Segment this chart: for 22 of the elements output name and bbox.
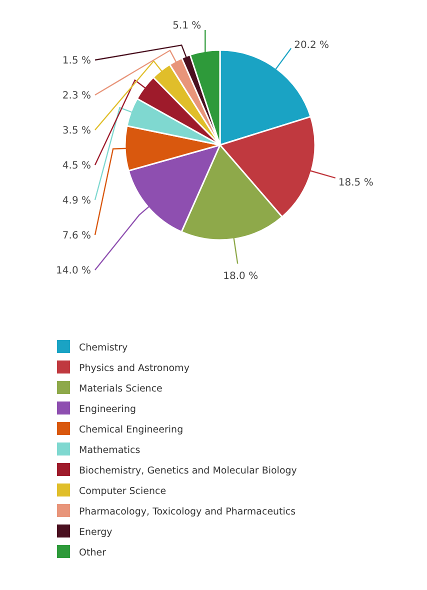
legend-label: Materials Science <box>79 383 163 394</box>
data-label: 2.3 % <box>62 90 91 102</box>
legend-label: Physics and Astronomy <box>79 362 190 374</box>
legend-label: Computer Science <box>79 486 166 497</box>
data-label: 4.9 % <box>62 196 91 206</box>
legend-label: Chemistry <box>79 342 128 354</box>
data-label: 18.0 % <box>223 271 258 282</box>
data-label: 1.5 % <box>62 56 91 66</box>
data-label: 14.0 % <box>56 266 91 276</box>
data-label: 20.2 % <box>294 40 330 51</box>
data-label: 5.1 % <box>172 20 202 32</box>
legend-label: Mathematics <box>79 444 140 456</box>
data-label: 4.5 % <box>62 160 91 172</box>
legend-label: Energy <box>79 526 113 538</box>
legend-label: Biochemistry, Genetics and Molecular Biology <box>79 465 298 476</box>
data-label: 18.5 % <box>338 177 374 188</box>
legend-label: Pharmacology, Toxicology and Pharmaceutics <box>79 506 296 518</box>
data-label: 7.6 % <box>62 230 91 242</box>
data-label: 3.5 % <box>62 126 91 136</box>
legend-label: Other <box>79 547 106 558</box>
legend-label: Engineering <box>79 404 136 415</box>
legend-label: Chemical Engineering <box>79 424 184 436</box>
